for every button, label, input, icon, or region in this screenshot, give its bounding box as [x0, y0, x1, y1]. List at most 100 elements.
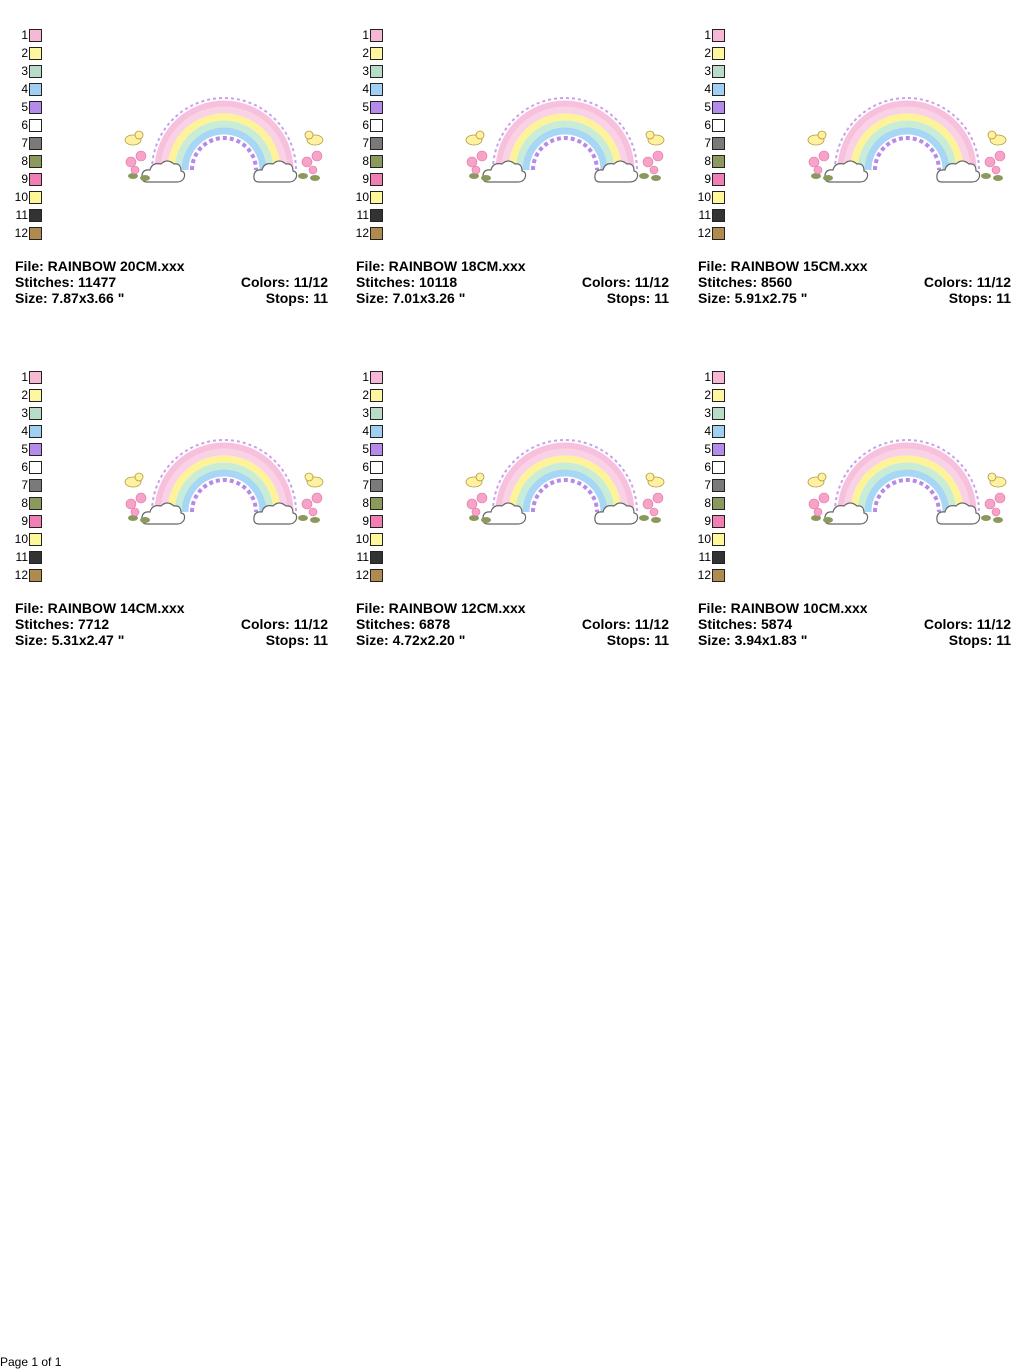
- palette-row: 3: [696, 404, 726, 422]
- palette-row: 10: [696, 188, 726, 206]
- color-swatch: [370, 28, 383, 42]
- palette-row: 10: [354, 530, 384, 548]
- palette-row: 2: [696, 44, 726, 62]
- color-palette: 1 2 3 4 5 6 7 8 9 10 11 12: [354, 368, 384, 584]
- color-swatch: [370, 388, 383, 402]
- palette-row: 2: [354, 386, 384, 404]
- palette-row: 1: [354, 26, 384, 44]
- color-number: 5: [704, 100, 711, 114]
- design-info: File: RAINBOW 15CM.xxx Stitches: 8560 Co…: [698, 258, 1011, 306]
- design-size: Size: 5.31x2.47 ": [15, 632, 125, 648]
- stitch-count: Stitches: 6878: [356, 616, 451, 632]
- color-number: 12: [355, 568, 369, 582]
- color-swatch: [712, 118, 725, 132]
- palette-row: 11: [13, 548, 43, 566]
- color-number: 5: [704, 442, 711, 456]
- color-swatch: [29, 82, 42, 96]
- palette-row: 7: [13, 476, 43, 494]
- color-number: 6: [21, 118, 28, 132]
- color-number: 2: [21, 46, 28, 60]
- color-swatch: [712, 226, 725, 240]
- color-number: 8: [362, 154, 369, 168]
- color-swatch: [712, 64, 725, 78]
- color-swatch: [29, 460, 42, 474]
- palette-row: 5: [696, 98, 726, 116]
- palette-row: 12: [696, 566, 726, 584]
- palette-row: 7: [696, 134, 726, 152]
- palette-row: 7: [13, 134, 43, 152]
- palette-row: 11: [696, 548, 726, 566]
- color-count: Colors: 11/12: [581, 616, 669, 632]
- palette-row: 7: [696, 476, 726, 494]
- palette-row: 6: [696, 458, 726, 476]
- palette-row: 1: [696, 26, 726, 44]
- rainbow-design-image: [465, 439, 665, 525]
- palette-row: 4: [13, 422, 43, 440]
- design-info: File: RAINBOW 20CM.xxx Stitches: 11477 C…: [15, 258, 328, 306]
- rainbow-design-preview: [119, 432, 329, 532]
- palette-row: 12: [13, 566, 43, 584]
- palette-row: 9: [13, 512, 43, 530]
- color-count: Colors: 11/12: [923, 274, 1011, 290]
- color-swatch: [712, 424, 725, 438]
- color-number: 12: [697, 226, 711, 240]
- color-swatch: [29, 136, 42, 150]
- palette-row: 1: [13, 368, 43, 386]
- color-swatch: [29, 532, 42, 546]
- color-swatch: [370, 406, 383, 420]
- color-number: 9: [362, 172, 369, 186]
- palette-row: 1: [696, 368, 726, 386]
- palette-row: 3: [13, 62, 43, 80]
- color-number: 4: [21, 82, 28, 96]
- color-number: 11: [698, 208, 711, 222]
- palette-row: 8: [354, 494, 384, 512]
- color-palette: 1 2 3 4 5 6 7 8 9 10 11 12: [696, 368, 726, 584]
- palette-row: 6: [354, 116, 384, 134]
- rainbow-design-preview: [460, 90, 670, 190]
- design-size: Size: 5.91x2.75 ": [698, 290, 808, 306]
- design-info: File: RAINBOW 10CM.xxx Stitches: 5874 Co…: [698, 600, 1011, 648]
- color-number: 3: [21, 64, 28, 78]
- palette-row: 8: [354, 152, 384, 170]
- color-swatch: [370, 514, 383, 528]
- color-number: 12: [697, 568, 711, 582]
- palette-row: 6: [696, 116, 726, 134]
- design-size: Size: 4.72x2.20 ": [356, 632, 466, 648]
- color-swatch: [370, 460, 383, 474]
- color-swatch: [29, 118, 42, 132]
- color-count: Colors: 11/12: [923, 616, 1011, 632]
- color-number: 8: [21, 496, 28, 510]
- color-number: 9: [21, 172, 28, 186]
- color-swatch: [712, 208, 725, 222]
- color-number: 2: [704, 388, 711, 402]
- color-number: 5: [21, 442, 28, 456]
- color-swatch: [29, 100, 42, 114]
- color-count: Colors: 11/12: [581, 274, 669, 290]
- palette-row: 9: [354, 512, 384, 530]
- stop-count: Stops: 11: [948, 632, 1011, 648]
- color-swatch: [712, 100, 725, 114]
- color-number: 12: [355, 226, 369, 240]
- palette-row: 11: [13, 206, 43, 224]
- palette-row: 6: [13, 458, 43, 476]
- color-swatch: [29, 406, 42, 420]
- color-swatch: [712, 28, 725, 42]
- palette-row: 12: [354, 224, 384, 242]
- color-swatch: [712, 190, 725, 204]
- color-number: 1: [362, 28, 369, 42]
- rainbow-design-preview: [119, 90, 329, 190]
- palette-row: 5: [354, 98, 384, 116]
- color-count: Colors: 11/12: [240, 274, 328, 290]
- color-swatch: [29, 424, 42, 438]
- color-swatch: [712, 514, 725, 528]
- palette-row: 2: [13, 386, 43, 404]
- color-swatch: [370, 442, 383, 456]
- color-swatch: [370, 208, 383, 222]
- color-number: 2: [21, 388, 28, 402]
- design-card: 1 2 3 4 5 6 7 8 9 10 11 12: [354, 368, 684, 668]
- color-swatch: [712, 370, 725, 384]
- rainbow-design-image: [807, 439, 1007, 525]
- rainbow-design-preview: [460, 432, 670, 532]
- color-number: 11: [15, 208, 28, 222]
- color-number: 8: [21, 154, 28, 168]
